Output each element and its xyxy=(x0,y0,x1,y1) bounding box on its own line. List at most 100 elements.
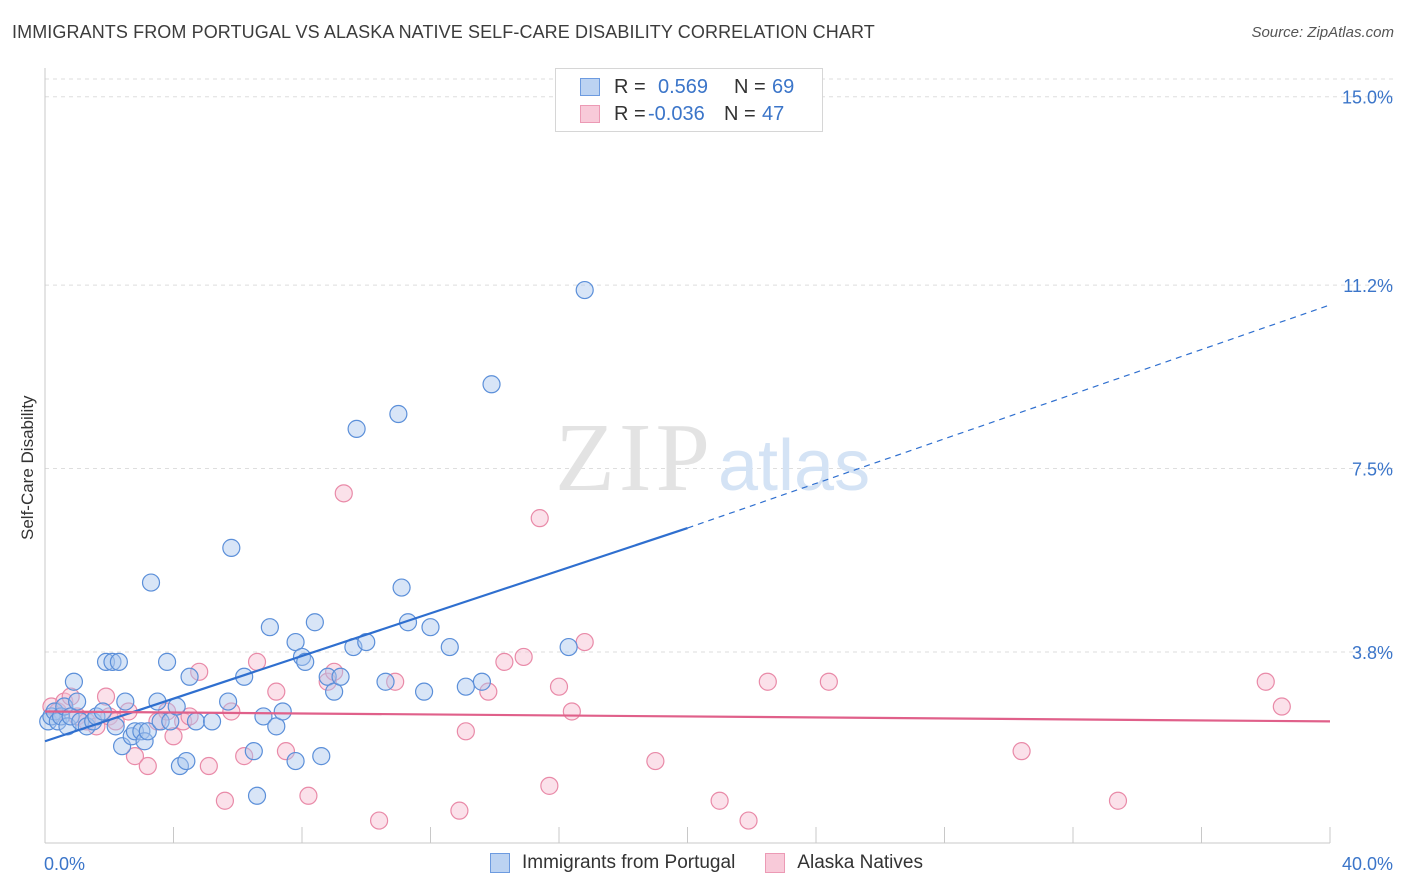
x-tick-label: 0.0% xyxy=(44,854,85,874)
y-tick-label: 15.0% xyxy=(1342,88,1393,108)
data-point-portugal xyxy=(414,682,434,701)
data-point-portugal xyxy=(247,786,267,805)
data-point-portugal xyxy=(389,404,408,424)
legend-n-value: 47 xyxy=(762,102,785,125)
data-point-alaska xyxy=(514,647,533,667)
data-point-portugal xyxy=(376,672,395,691)
data-point-alaska xyxy=(562,702,581,721)
legend-swatch-pink xyxy=(765,853,786,873)
data-point-alaska xyxy=(1108,791,1128,810)
data-point-alaska xyxy=(199,756,218,776)
data-point-alaska xyxy=(276,742,296,761)
trend-line-portugal-projection xyxy=(687,304,1331,529)
data-point-portugal xyxy=(109,652,128,672)
trend-lines xyxy=(44,304,1331,743)
data-point-alaska xyxy=(739,811,758,830)
legend-item-portugal: Immigrants from Portugal xyxy=(490,852,735,874)
series-alaska-natives-points xyxy=(42,484,1291,830)
legend-r-value: 0.569 xyxy=(658,75,709,98)
legend-item-alaska: Alaska Natives xyxy=(765,852,923,874)
data-point-alaska xyxy=(646,751,665,771)
data-point-alaska xyxy=(540,776,559,795)
data-point-alaska xyxy=(1012,742,1031,761)
data-point-portugal xyxy=(132,722,151,741)
data-point-alaska xyxy=(456,722,475,741)
data-point-alaska xyxy=(235,747,254,766)
legend-n-label: N = xyxy=(724,102,756,125)
data-point-portugal xyxy=(96,652,116,672)
data-point-alaska xyxy=(1272,697,1291,716)
data-point-portugal xyxy=(135,732,154,751)
data-point-portugal xyxy=(202,712,222,731)
data-point-portugal xyxy=(186,712,206,731)
data-point-portugal xyxy=(177,751,196,771)
y-tick-label: 3.8% xyxy=(1352,643,1393,663)
data-point-portugal xyxy=(347,419,366,438)
legend-r-value: -0.036 xyxy=(648,102,705,125)
data-point-portugal xyxy=(222,538,241,557)
data-point-alaska xyxy=(549,677,569,696)
data-point-portugal xyxy=(559,637,578,657)
data-point-portugal xyxy=(116,692,135,711)
data-point-alaska xyxy=(530,509,549,528)
data-point-portugal xyxy=(398,613,418,632)
data-point-alaska xyxy=(370,811,389,830)
chart-source: Source: ZipAtlas.com xyxy=(1251,24,1394,41)
legend-n-value: 69 xyxy=(772,75,795,98)
trend-line-alaska xyxy=(44,710,1331,723)
data-point-portugal xyxy=(472,672,491,691)
data-point-portugal xyxy=(392,578,411,597)
data-point-alaska xyxy=(386,672,405,691)
data-point-alaska xyxy=(334,484,353,503)
data-point-portugal xyxy=(235,667,254,686)
x-tick-label: 40.0% xyxy=(1342,854,1393,874)
data-point-alaska xyxy=(267,682,286,701)
watermark-atlas: atlas xyxy=(718,426,870,506)
data-point-alaska xyxy=(299,786,318,805)
data-point-alaska xyxy=(222,702,241,721)
legend-row-portugal: R = 0.569 N = 69 xyxy=(580,75,794,99)
data-point-alaska xyxy=(710,791,729,810)
trend-line-portugal xyxy=(44,527,688,743)
data-point-alaska xyxy=(1256,672,1275,691)
legend-row-alaska: R = -0.036 N = 47 xyxy=(580,102,784,126)
data-point-alaska xyxy=(575,632,594,652)
data-point-portugal xyxy=(440,637,459,657)
data-point-alaska xyxy=(758,672,777,691)
data-point-portugal xyxy=(296,652,315,672)
axes xyxy=(44,68,1331,844)
watermark-zip: ZIP xyxy=(555,404,714,512)
legend-swatch-pink xyxy=(580,105,600,123)
data-point-portugal xyxy=(456,677,475,696)
data-point-portugal xyxy=(331,667,350,686)
data-point-portugal xyxy=(138,722,157,741)
series-portugal-points xyxy=(39,280,594,805)
data-point-alaska xyxy=(215,791,234,810)
data-point-portugal xyxy=(482,375,501,394)
data-point-portugal xyxy=(180,667,199,686)
data-point-portugal xyxy=(157,652,177,672)
data-point-portugal xyxy=(103,652,122,672)
data-point-portugal xyxy=(141,573,161,592)
y-tick-label: 11.2% xyxy=(1343,276,1393,296)
legend-label-portugal: Immigrants from Portugal xyxy=(522,852,736,873)
data-point-portugal xyxy=(305,613,324,632)
data-point-alaska xyxy=(495,652,514,672)
data-point-portugal xyxy=(421,618,440,637)
data-point-alaska xyxy=(96,687,116,706)
legend-swatch-blue xyxy=(580,78,600,96)
y-tick-label: 7.5% xyxy=(1352,460,1393,480)
data-point-alaska xyxy=(819,672,838,691)
data-point-portugal xyxy=(273,702,292,721)
data-point-alaska xyxy=(190,662,209,681)
legend-r-label: R = xyxy=(614,75,646,98)
data-point-portugal xyxy=(286,751,305,771)
data-point-portugal xyxy=(260,618,279,637)
legend-r-label: R = xyxy=(614,102,646,125)
data-point-portugal xyxy=(68,692,87,711)
data-point-portugal xyxy=(219,692,238,711)
data-point-portugal xyxy=(64,672,84,691)
legend-swatch-blue xyxy=(490,853,510,873)
data-point-alaska xyxy=(125,747,145,766)
